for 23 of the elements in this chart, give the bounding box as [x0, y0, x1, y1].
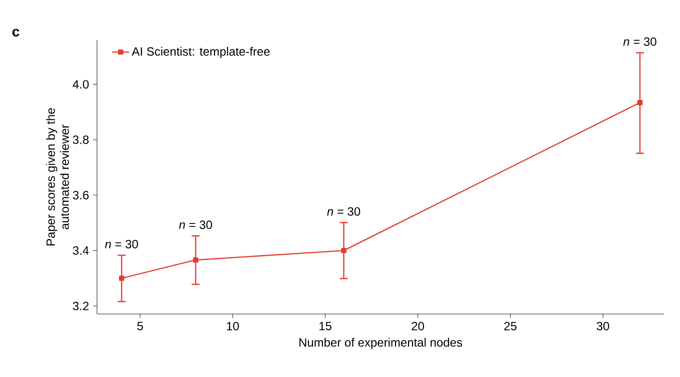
legend-label: AI Scientist: template-free: [132, 46, 270, 58]
x-axis-title: Number of experimental nodes: [299, 338, 462, 350]
point: [637, 100, 643, 106]
text: c: [12, 28, 20, 37]
x-tick-label: 20: [412, 322, 424, 330]
y-axis-title: Paper scores given by the automated reviewer: [46, 108, 69, 246]
annotation: n = 30: [327, 207, 360, 216]
annotation: n = 30: [179, 220, 212, 230]
annotation: n = 30: [623, 37, 656, 46]
x-tick-label: 30: [596, 322, 610, 330]
point: [341, 248, 346, 254]
y-tick-label: 4.0: [72, 80, 89, 89]
x-tick-label: 15: [320, 322, 332, 330]
x-tick-label: 5: [137, 322, 143, 330]
y-tick-label: 3.8: [72, 135, 89, 144]
annotation: n = 30: [104, 240, 138, 248]
point: [119, 276, 124, 281]
x-tick-label: 25: [504, 322, 517, 330]
y-tick-label: 3.4: [72, 246, 89, 255]
point: [193, 257, 198, 263]
y-tick-label: 3.2: [72, 302, 89, 310]
y-tick-label: 3.6: [72, 190, 89, 200]
x-tick-label: 10: [226, 322, 239, 330]
